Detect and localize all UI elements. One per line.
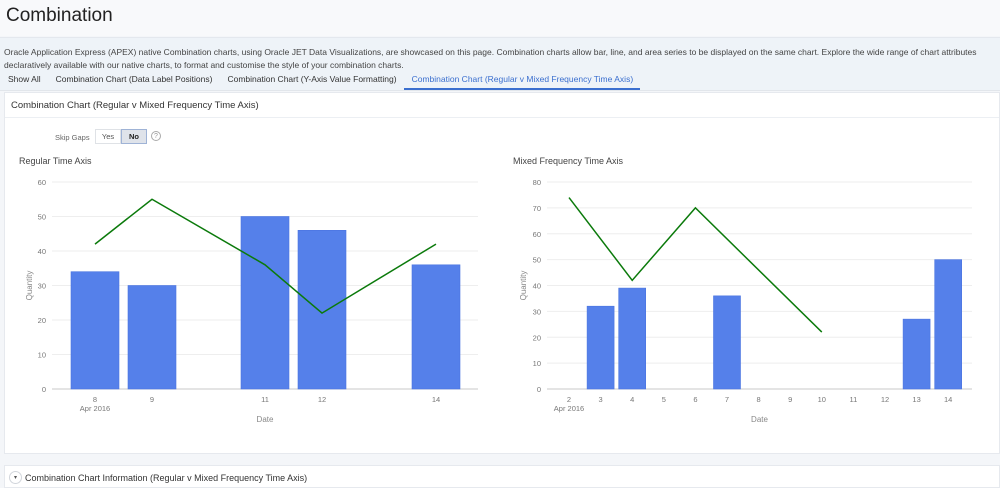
bar[interactable] (586, 305, 615, 390)
x-axis-title: Date (751, 415, 768, 424)
tab-y-axis-value-formatting[interactable]: Combination Chart (Y-Axis Value Formatti… (227, 74, 397, 84)
y-axis-title: Quantity (25, 271, 34, 301)
skip-gaps-no-button[interactable]: No (121, 129, 147, 144)
y-tick-label: 60 (38, 178, 46, 187)
x-tick-label: 4 (630, 395, 634, 404)
bar[interactable] (618, 287, 646, 390)
x-tick-label: 12 (881, 395, 889, 404)
y-tick-label: 50 (38, 213, 46, 222)
regular-chart-title: Regular Time Axis (19, 156, 92, 166)
bar[interactable] (713, 295, 741, 390)
y-tick-label: 20 (38, 316, 46, 325)
x-tick-label: 3 (599, 395, 603, 404)
y-tick-label: 80 (533, 178, 541, 187)
y-tick-label: 30 (38, 282, 46, 291)
x-tick-label: 5 (662, 395, 666, 404)
x-tick-label: 9 (788, 395, 792, 404)
line-series[interactable] (94, 198, 437, 315)
region-header: Combination Chart (Regular v Mixed Frequ… (5, 93, 999, 118)
x-tick-label: 13 (912, 395, 920, 404)
x-tick-sublabel: Apr 2016 (554, 404, 584, 413)
skip-gaps-yes-button[interactable]: Yes (95, 129, 121, 144)
skip-gaps-toggle: Yes No (95, 129, 147, 144)
y-tick-label: 0 (537, 385, 541, 394)
y-tick-label: 50 (533, 256, 541, 265)
x-tick-label: 10 (818, 395, 826, 404)
x-tick-label: 14 (432, 395, 440, 404)
chart-region: Combination Chart (Regular v Mixed Frequ… (4, 92, 1000, 454)
x-axis-title: Date (257, 415, 274, 424)
bar[interactable] (411, 264, 461, 390)
y-tick-label: 70 (533, 204, 541, 213)
x-tick-label: 11 (261, 395, 269, 404)
bar[interactable] (297, 229, 347, 390)
mixed-chart-title: Mixed Frequency Time Axis (513, 156, 624, 166)
x-tick-label: 8 (93, 395, 97, 404)
x-tick-label: 8 (757, 395, 761, 404)
x-tick-sublabel: Apr 2016 (80, 404, 110, 413)
bar[interactable] (127, 285, 177, 390)
region-title: Combination Chart (Regular v Mixed Frequ… (11, 100, 259, 111)
bar[interactable] (934, 259, 963, 390)
x-tick-label: 12 (318, 395, 326, 404)
page-header: Combination (0, 0, 1000, 36)
bar[interactable] (902, 318, 931, 390)
skip-gaps-label: Skip Gaps (55, 133, 90, 142)
y-tick-label: 30 (533, 307, 541, 316)
x-tick-label: 14 (944, 395, 952, 404)
tab-regular-v-mixed-frequency[interactable]: Combination Chart (Regular v Mixed Frequ… (403, 72, 641, 90)
y-tick-label: 10 (533, 359, 541, 368)
y-tick-label: 60 (533, 230, 541, 239)
line-series[interactable] (568, 197, 823, 333)
y-tick-label: 20 (533, 333, 541, 342)
bar[interactable] (240, 216, 290, 390)
x-tick-label: 6 (693, 395, 697, 404)
tab-data-label-positions[interactable]: Combination Chart (Data Label Positions) (55, 74, 213, 84)
y-tick-label: 10 (38, 351, 46, 360)
collapsible-title[interactable]: Combination Chart Information (Regular v… (25, 473, 308, 483)
x-tick-label: 7 (725, 395, 729, 404)
bar[interactable] (70, 271, 120, 390)
regular-time-axis-chart: 0 10 20 30 40 50 60 Quantity 8 9 11 12 14 Apr 2016 Dat… (25, 178, 478, 424)
y-axis-title: Quantity (519, 271, 528, 301)
x-tick-label: 9 (150, 395, 154, 404)
y-tick-label: 40 (533, 282, 541, 291)
y-tick-label: 0 (42, 385, 46, 394)
region-tabs: Show All Combination Chart (Data Label P… (0, 72, 641, 90)
page-description: Oracle Application Express (APEX) native… (4, 47, 977, 70)
info-region: Oracle Application Express (APEX) native… (0, 37, 1000, 91)
help-icon[interactable]: ? (151, 131, 161, 141)
y-tick-label: 40 (38, 247, 46, 256)
tab-show-all[interactable]: Show All (8, 74, 41, 84)
collapse-toggle-icon[interactable]: ▾ (9, 471, 22, 484)
mixed-frequency-time-axis-chart: 0 10 20 30 40 50 60 70 80 Quantity 2 3 4 5 6 7 8 9 10 11 12 1… (519, 178, 972, 424)
page-title: Combination (6, 5, 113, 26)
info-collapsible: ▾ Combination Chart Information (Regular… (4, 465, 1000, 488)
x-tick-label: 11 (850, 395, 858, 404)
x-tick-label: 2 (567, 395, 571, 404)
